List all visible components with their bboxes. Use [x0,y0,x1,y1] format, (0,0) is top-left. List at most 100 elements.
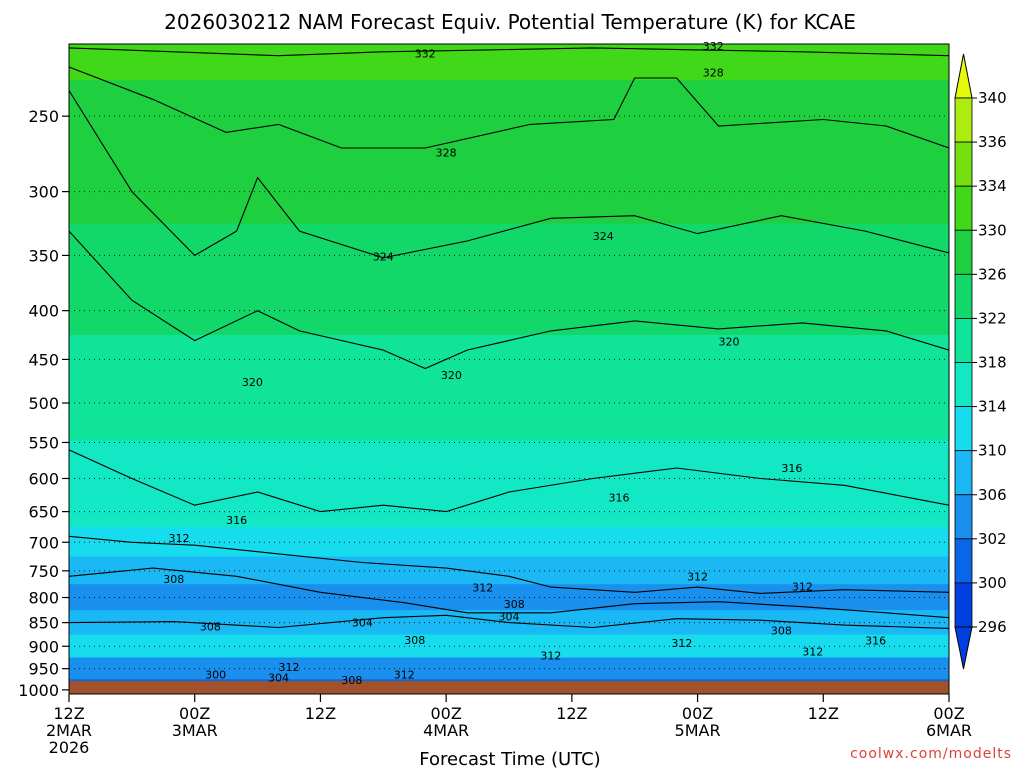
contour-label: 308 [771,624,792,637]
colorbar-label: 322 [978,309,1007,327]
colorbar-label: 310 [978,442,1007,460]
contour-label: 312 [169,532,190,545]
colorbar-segment [954,273,973,319]
colorbar-bottom-arrow [954,626,973,670]
colorbar-segment [954,450,973,496]
y-tick-label: 850 [28,614,59,633]
plot-area: 332 332 328 328 324 324 320 320 320 316 316 316 316 3… [68,40,950,695]
x-tick-label: 12Z [556,704,587,723]
contour-lines [69,47,949,629]
colorbar-label: 302 [978,530,1007,548]
theta-e-band [69,440,949,496]
contour-316 [69,449,949,513]
contour-label: 320 [441,369,462,382]
contour-312 [69,535,949,594]
theta-e-band [69,153,949,225]
theta-e-bands [69,44,949,694]
colorbar-label: 314 [978,398,1007,416]
contour-label: 308 [163,573,184,586]
contour-label: 324 [373,251,394,264]
colorbar-label: 330 [978,221,1007,239]
y-tick-label: 700 [28,533,59,552]
y-tick-label: 500 [28,394,59,413]
contour-label: 332 [415,48,436,61]
contour-labels: 332 332 328 328 324 324 320 320 320 316 316 316 316 3… [163,40,886,687]
colorbar-label: 300 [978,574,1007,592]
y-tick-label: 400 [28,302,59,321]
x-tick-label: 00Z [682,704,713,723]
plot-frame [68,43,950,695]
x-tick-label: 2MAR [46,721,92,740]
theta-e-band [69,44,949,81]
colorbar-label: 296 [978,618,1007,636]
contour-320 [69,230,949,370]
y-tick-label: 650 [28,503,59,522]
contour-label: 316 [609,491,630,504]
colorbar-label: 326 [978,265,1007,283]
contour-label: 320 [719,336,740,349]
credit-text: coolwx.com/modelts [850,746,1012,762]
colorbar-segment [954,582,973,628]
colorbar-label: 336 [978,133,1007,151]
y-tick-label: 900 [28,637,59,656]
contour-324 [69,90,949,259]
colorbar-segment [954,362,973,407]
y-tick-label: 800 [28,589,59,608]
y-tick-label: 450 [28,350,59,369]
contour-label: 332 [703,40,724,53]
y-tick-label: 600 [28,469,59,488]
chart-title: 2026030212 NAM Forecast Equiv. Potential… [164,10,856,34]
contour-label: 312 [802,645,823,658]
x-tick-label: 00Z [933,704,964,723]
contour-label: 312 [472,582,493,595]
contour-328 [69,66,949,149]
contour-label: 308 [504,598,525,611]
theta-e-band [69,223,949,284]
contour-label: 312 [394,669,415,682]
theta-e-band [69,80,949,155]
contour-332 [69,47,949,57]
theta-e-band [69,381,949,442]
contour-label: 316 [865,634,886,647]
contour-label: 316 [226,514,247,527]
contour-label: 308 [200,620,221,633]
contour-label: 320 [242,376,263,389]
x-tick-label: 12Z [53,704,84,723]
contour-label: 312 [687,570,708,583]
y-tick-label: 750 [28,562,59,581]
y-tick-label: 950 [28,660,59,679]
x-tick-label: 2026 [49,738,90,757]
contour-label: 312 [671,637,692,650]
contour-label: 308 [404,634,425,647]
x-tick-label: 5MAR [675,721,721,740]
colorbar-segment [954,494,973,540]
x-axis-label: Forecast Time (UTC) [419,749,600,768]
contour-label: 312 [540,649,561,662]
colorbar-top-arrow [954,53,973,99]
colorbar-segment [954,97,973,143]
contour-label: 328 [436,147,457,160]
y-tick-label: 550 [28,433,59,452]
y-tick-label: 300 [28,183,59,202]
contour-label: 304 [268,672,289,685]
y-tick-label: 1000 [18,681,59,700]
colorbar: 296 300 302 306 310 314 318 322 326 330 334 336 340 [954,53,1007,670]
x-tick-label: 00Z [179,704,210,723]
contour-308 [69,567,949,619]
colorbar-segment [954,141,973,187]
contour-label: 312 [279,661,300,674]
contour-label: 304 [352,617,373,630]
contour-304 [69,614,949,629]
colorbar-label: 340 [978,89,1007,107]
colorbar-segment [954,185,973,231]
contour-label: 324 [593,230,614,243]
contour-label: 300 [205,669,226,682]
contour-label: 304 [499,611,520,624]
colorbar-label: 306 [978,486,1007,504]
y-axis: 250 300 350 400 450 500 550 600 650 700 750 800 850 9… [18,107,69,700]
contour-label: 328 [703,67,724,80]
colorbar-segment [954,538,973,584]
x-tick-label: 00Z [430,704,461,723]
